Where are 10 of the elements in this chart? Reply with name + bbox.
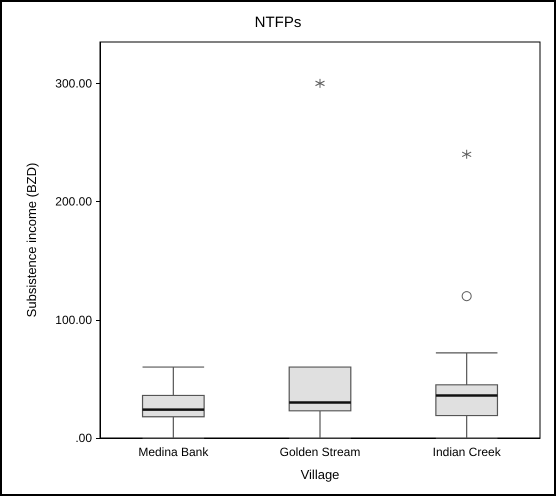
x-tick-label: Indian Creek [432, 445, 502, 459]
y-tick-label: 200.00 [55, 194, 92, 209]
x-tick-label: Golden Stream [280, 445, 360, 459]
y-axis-title: Subsistence income (BZD) [24, 162, 39, 318]
x-tick-label: Medina Bank [138, 445, 210, 459]
y-tick-label: 100.00 [55, 312, 92, 327]
x-axis-title: Village [300, 467, 340, 482]
y-tick-label: .00 [75, 431, 92, 445]
y-tick-label: 300.00 [55, 76, 92, 90]
chart-title: NTFPs [254, 14, 302, 31]
